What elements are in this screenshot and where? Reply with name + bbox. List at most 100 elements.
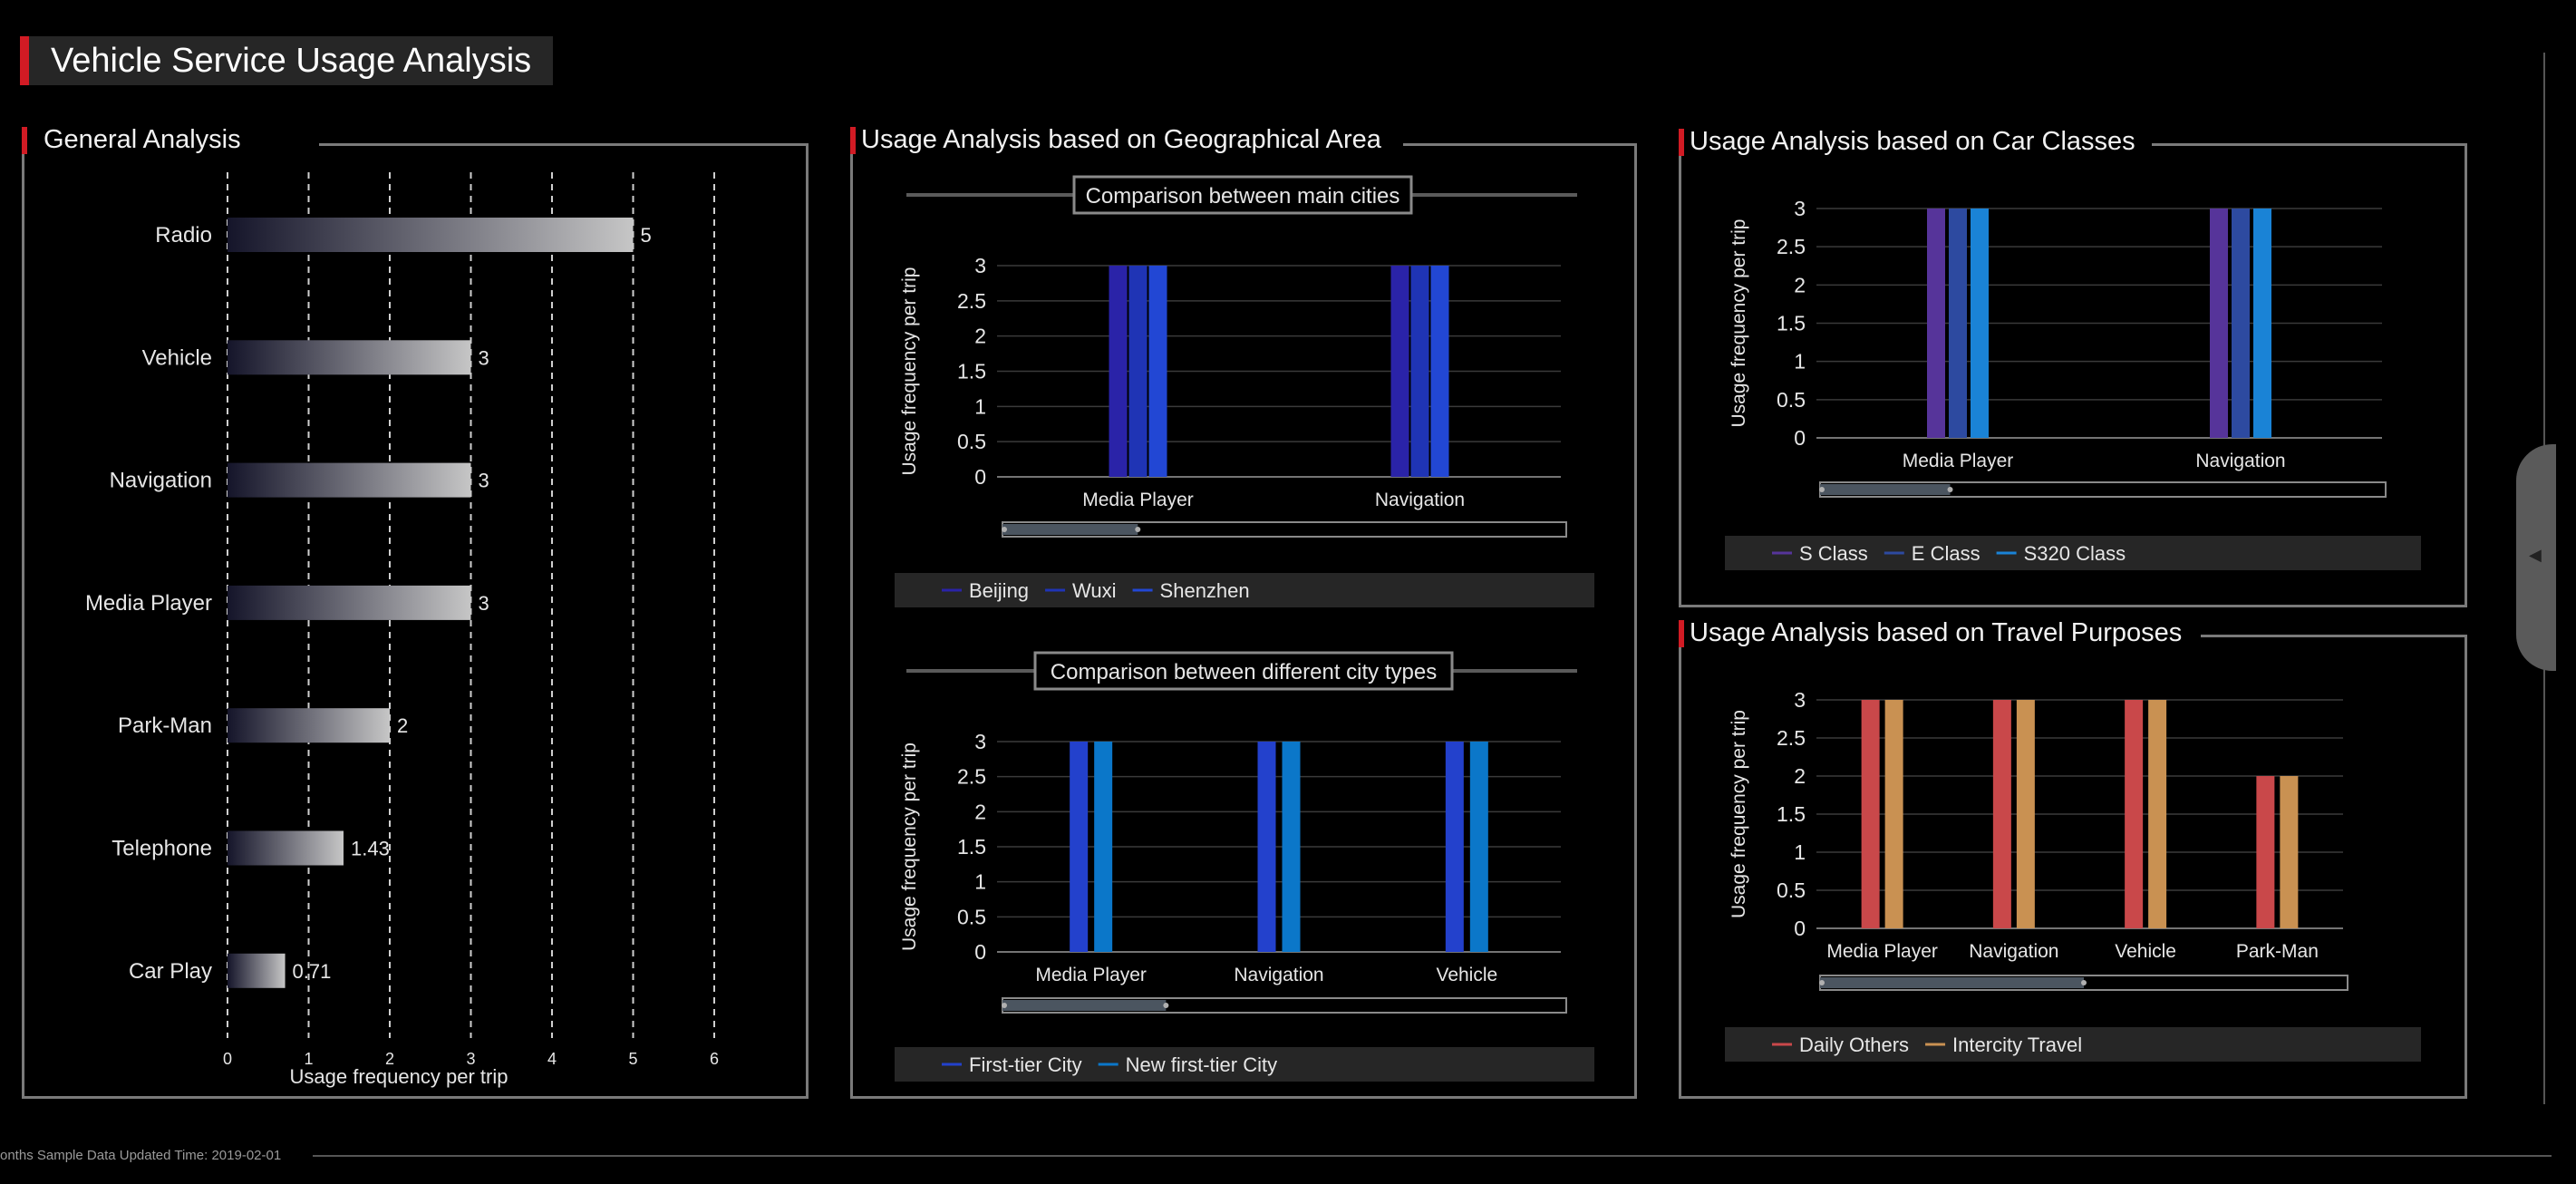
bar — [2280, 776, 2299, 928]
x-tick-label: Media Player — [1903, 451, 2014, 471]
x-tick-label: 1 — [304, 1050, 313, 1068]
category-label: Telephone — [111, 837, 212, 861]
y-tick-label: 1 — [974, 870, 986, 894]
section-accent-mark — [1679, 129, 1684, 156]
x-tick-label: 6 — [710, 1050, 719, 1068]
travel-panel — [1679, 635, 2467, 1099]
bar — [2016, 700, 2035, 928]
legend-label: S Class — [1799, 542, 1868, 565]
zoom-slider-handle — [1002, 527, 1007, 532]
y-tick-label: 0 — [1794, 917, 1806, 940]
category-label: Navigation — [110, 469, 212, 493]
y-tick-label: 2 — [1794, 273, 1806, 296]
zoom-slider-handle — [2081, 980, 2087, 985]
value-label: 3 — [479, 470, 489, 492]
footer-info: onths Sample Data Updated Time: 2019-02-… — [0, 1148, 282, 1163]
zoom-slider-handle — [1819, 980, 1825, 985]
side-collapse-tab[interactable]: ◀ — [2516, 444, 2556, 671]
value-label: 3 — [479, 346, 489, 369]
y-tick-label: 2 — [1794, 764, 1806, 788]
page-title: Vehicle Service Usage Analysis — [51, 42, 532, 80]
y-axis-label: Usage frequency per trip — [1729, 710, 1749, 918]
title-accent-bar — [20, 36, 29, 85]
bar — [1927, 209, 1945, 438]
x-tick-label: 3 — [466, 1050, 475, 1068]
y-tick-label: 2.5 — [1777, 235, 1806, 258]
chart-subtitle: Comparison between different city types — [1051, 660, 1437, 684]
section-accent-mark — [1679, 620, 1684, 647]
y-axis-label: Usage frequency per trip — [1729, 219, 1749, 428]
y-tick-label: 0 — [974, 940, 986, 964]
car-panel — [1679, 143, 2467, 607]
bar — [228, 340, 471, 375]
bar — [2125, 700, 2144, 928]
section-heading-general: General Analysis — [22, 125, 241, 155]
bar — [2253, 209, 2271, 438]
y-tick-label: 1 — [1794, 350, 1806, 374]
bar — [228, 462, 471, 498]
geo-panel — [850, 143, 1637, 1099]
section-heading-travel: Usage Analysis based on Travel Purposes — [1679, 618, 2182, 648]
legend-box — [895, 573, 1594, 607]
bar — [1109, 266, 1128, 477]
value-label: 1.43 — [351, 838, 390, 860]
x-tick-label: Media Player — [1826, 941, 1938, 962]
bar — [1390, 266, 1409, 477]
x-tick-label: Park-Man — [2236, 941, 2319, 962]
y-tick-label: 2 — [974, 325, 986, 348]
x-tick-label: Vehicle — [1436, 965, 1497, 985]
x-tick-label: Media Player — [1082, 490, 1194, 510]
y-axis-label: Usage frequency per trip — [899, 267, 920, 476]
general-panel-top-line — [319, 143, 809, 146]
x-tick-label: Navigation — [2195, 451, 2285, 471]
category-label: Radio — [155, 223, 212, 247]
bar — [1469, 742, 1488, 952]
legend-label: Daily Others — [1799, 1034, 1909, 1056]
section-accent-mark — [22, 127, 27, 154]
legend-label: First-tier City — [969, 1053, 1082, 1076]
y-tick-label: 1.5 — [1777, 802, 1806, 826]
y-tick-label: 1.5 — [1777, 312, 1806, 335]
y-axis-label: Usage frequency per trip — [899, 742, 920, 951]
value-label: 0.71 — [293, 960, 332, 983]
y-tick-label: 1 — [974, 394, 986, 418]
subtitle-box — [1033, 651, 1454, 691]
zoom-slider-handle — [1002, 1003, 1007, 1008]
x-tick-label: Navigation — [1375, 490, 1465, 510]
value-label: 5 — [641, 224, 652, 247]
bar — [228, 218, 634, 252]
value-label: 2 — [397, 714, 408, 737]
car-panel-top-line — [2152, 143, 2467, 146]
general-panel — [22, 143, 809, 1099]
category-label: Media Player — [85, 591, 212, 616]
bar — [1884, 700, 1903, 928]
y-tick-label: 0 — [974, 465, 986, 489]
y-tick-label: 0.5 — [1777, 878, 1806, 902]
zoom-slider-window — [1820, 977, 2084, 988]
zoom-slider-handle — [1163, 1003, 1169, 1008]
y-tick-label: 2.5 — [1777, 726, 1806, 750]
zoom-slider-handle — [1947, 487, 1953, 492]
x-tick-label: Navigation — [1969, 941, 2058, 962]
y-tick-label: 2 — [974, 800, 986, 823]
legend-label: S320 Class — [2024, 542, 2126, 565]
x-tick-label: Vehicle — [2115, 941, 2176, 962]
section-heading-geo: Usage Analysis based on Geographical Are… — [850, 125, 1381, 155]
x-axis-label: Usage frequency per trip — [290, 1065, 508, 1088]
bar — [228, 830, 344, 866]
triangle-left-icon: ◀ — [2529, 546, 2542, 564]
y-tick-label: 1 — [1794, 840, 1806, 864]
x-tick-label: 2 — [385, 1050, 394, 1068]
x-tick-label: 4 — [547, 1050, 557, 1068]
legend-label: Shenzhen — [1160, 579, 1250, 602]
bar — [1430, 266, 1449, 477]
legend-box — [895, 1047, 1594, 1082]
bar — [1257, 742, 1276, 952]
bar — [1094, 742, 1113, 952]
bar — [1410, 266, 1429, 477]
legend-label: New first-tier City — [1126, 1053, 1277, 1076]
y-tick-label: 0 — [1794, 426, 1806, 450]
y-tick-label: 3 — [974, 254, 986, 277]
bar — [1128, 266, 1148, 477]
